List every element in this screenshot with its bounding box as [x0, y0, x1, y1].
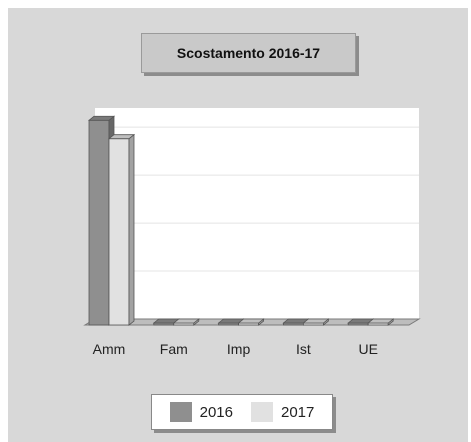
bars [87, 115, 395, 326]
legend-swatch-2016 [169, 402, 192, 422]
x-tick-label-ist: Ist [296, 341, 311, 357]
legend-item-2016: 2016 [169, 402, 233, 422]
chart-title: Scostamento 2016-17 [141, 33, 356, 73]
legend-label-2016: 2016 [199, 403, 233, 421]
bar-imp-2017 [237, 318, 265, 326]
bar-fam-2017 [172, 318, 200, 326]
bar-amm-2017 [107, 133, 136, 326]
bar-ist-2017 [302, 318, 330, 326]
bar-ue-2017 [367, 318, 395, 326]
legend-item-2017: 2017 [251, 402, 314, 422]
legend: 2016 2017 [151, 394, 333, 430]
gridlines [95, 126, 419, 272]
legend-swatch-2017 [251, 402, 273, 422]
x-axis-labels: Amm Fam Imp Ist UE [93, 341, 378, 357]
x-tick-label-ue: UE [358, 341, 377, 357]
x-tick-label-fam: Fam [160, 341, 188, 357]
plot-back-wall [95, 108, 419, 319]
x-tick-label-amm: Amm [93, 341, 126, 357]
x-tick-label-imp: Imp [227, 341, 251, 357]
plot-area [95, 108, 419, 319]
legend-label-2017: 2017 [281, 403, 315, 421]
